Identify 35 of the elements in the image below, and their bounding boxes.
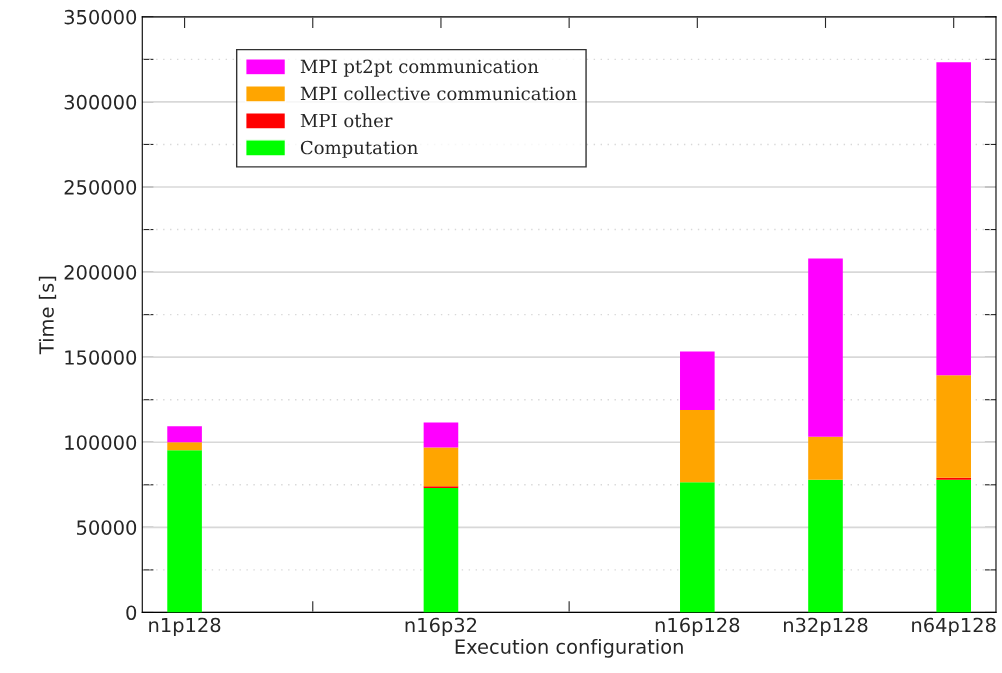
y-tick-label: 100000 [65,435,137,450]
bar [167,426,202,443]
y-tick-label: 150000 [65,350,137,365]
x-tick-label: n1p128 [149,617,221,637]
bar [680,409,715,483]
legend-label: MPI other [300,113,393,128]
bar [423,488,459,613]
legend-label: MPI pt2pt communication [300,59,539,77]
x-tick-label: n32p128 [784,617,868,637]
bar [936,479,971,613]
bar [167,450,202,613]
bar [808,436,843,480]
bar [936,477,971,480]
x-axis-title: Execution configuration [455,638,683,658]
bar [423,447,459,487]
bar [936,62,971,376]
bar [423,422,459,448]
y-tick-label: 300000 [64,94,137,110]
bar [167,442,202,451]
y-tick-label: 250000 [64,179,137,195]
y-tick-label: 0 [126,605,137,621]
legend-label: Computation [300,140,418,158]
legend-label: MPI collective communication [300,86,577,101]
y-tick-label: 50000 [77,520,137,536]
bar [808,258,843,437]
x-tick-label: n16p128 [655,617,740,637]
bar [680,482,715,613]
y-tick-label: 200000 [64,265,137,280]
y-axis-title: Time [s] [38,276,57,355]
x-tick-label: n64p128 [912,617,996,637]
x-tick-label: n16p32 [405,617,477,637]
bar [936,375,971,478]
bar [680,351,715,410]
y-tick-label: 350000 [64,9,137,25]
bar [808,479,843,613]
